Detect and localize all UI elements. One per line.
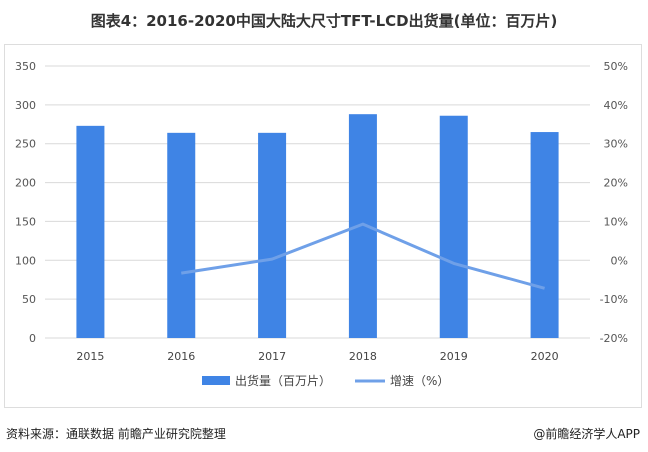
y-tick-right: 50% <box>604 60 628 73</box>
y-tick-left: 350 <box>15 60 36 73</box>
legend-bar-swatch <box>202 376 230 385</box>
y-tick-left: 200 <box>15 177 36 190</box>
chart: 0 -20% 50 -10% 100 0% 150 10% 200 20% 250 30% 300 40%… <box>15 60 628 388</box>
y-tick-left: 100 <box>15 254 36 267</box>
brand-note: @前瞻经济学人APP <box>533 427 640 441</box>
bar <box>348 114 377 338</box>
bar <box>76 125 105 338</box>
y-tick-right: 10% <box>604 215 628 228</box>
x-tick: 2016 <box>167 350 195 363</box>
y-tick-left: 300 <box>15 99 36 112</box>
x-tick: 2019 <box>440 350 468 363</box>
chart-frame <box>4 44 642 408</box>
y-tick-right: 0% <box>611 254 628 267</box>
y-tick-left: 0 <box>29 332 36 345</box>
x-tick: 2017 <box>258 350 286 363</box>
y-tick-left: 250 <box>15 138 36 151</box>
y-tick-right: 30% <box>604 138 628 151</box>
y-tick-right: -20% <box>600 332 628 345</box>
y-tick-right: -10% <box>600 293 628 306</box>
chart-title: 图表4：2016-2020中国大陆大尺寸TFT-LCD出货量(单位：百万片) <box>90 12 558 30</box>
legend-bar-label: 出货量（百万片） <box>235 373 331 388</box>
y-tick-left: 150 <box>15 215 36 228</box>
x-tick: 2018 <box>349 350 377 363</box>
x-tick: 2015 <box>76 350 104 363</box>
growth-line <box>181 222 545 290</box>
bar <box>167 132 196 338</box>
y-tick-left: 50 <box>22 293 36 306</box>
x-tick: 2020 <box>531 350 559 363</box>
bar <box>530 132 559 338</box>
bar <box>439 115 468 338</box>
legend-line-label: 增速（%） <box>390 374 449 388</box>
y-tick-right: 20% <box>604 177 628 190</box>
y-tick-right: 40% <box>604 99 628 112</box>
source-note: 资料来源：通联数据 前瞻产业研究院整理 <box>6 427 226 441</box>
bar <box>258 132 287 338</box>
